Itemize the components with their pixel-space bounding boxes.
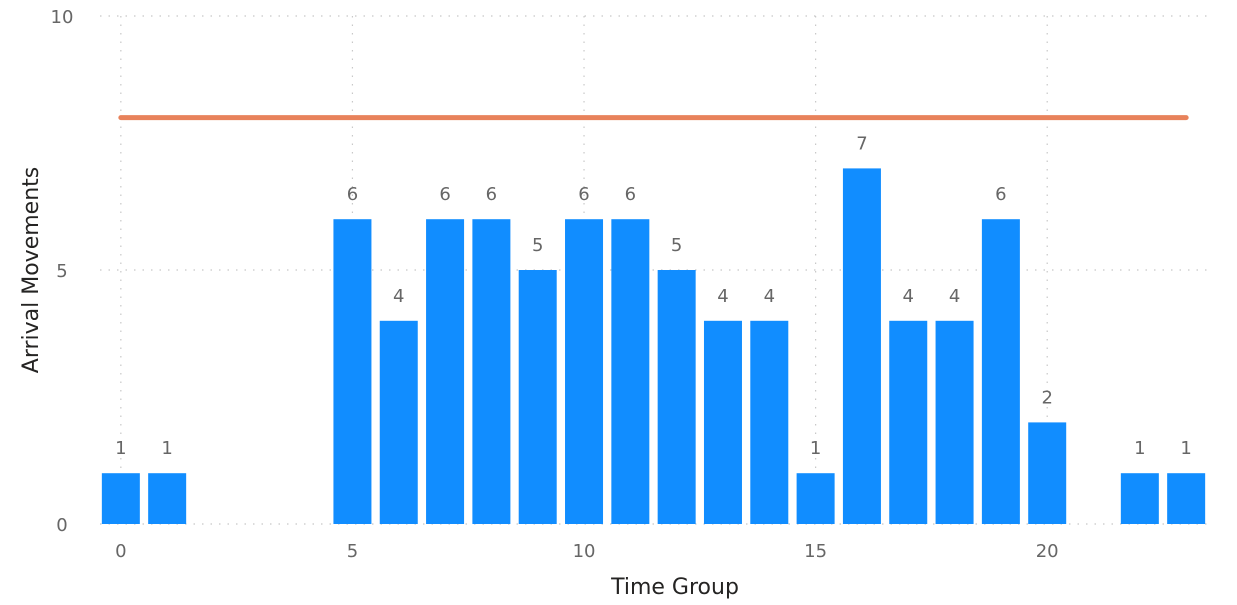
bar-data-label: 4 bbox=[764, 286, 775, 307]
bar-data-label: 4 bbox=[903, 286, 914, 307]
bar[interactable] bbox=[1028, 422, 1067, 524]
x-tick-label: 10 bbox=[573, 541, 596, 562]
x-tick-label: 15 bbox=[804, 541, 827, 562]
bar-data-label: 6 bbox=[347, 184, 358, 205]
bar-data-label: 1 bbox=[1180, 438, 1191, 459]
x-tick-label: 20 bbox=[1036, 541, 1059, 562]
bar-data-label: 4 bbox=[949, 286, 960, 307]
bar-data-label: 6 bbox=[486, 184, 497, 205]
bar-data-label: 1 bbox=[810, 438, 821, 459]
bar[interactable] bbox=[611, 219, 650, 524]
bar[interactable] bbox=[889, 320, 928, 524]
x-tick-label: 5 bbox=[347, 541, 358, 562]
bar[interactable] bbox=[796, 473, 835, 524]
bar-data-label: 6 bbox=[578, 184, 589, 205]
bar[interactable] bbox=[379, 320, 418, 524]
y-tick-label: 5 bbox=[56, 261, 67, 282]
bar-data-label: 1 bbox=[161, 438, 172, 459]
grid-lines bbox=[100, 15, 1207, 525]
bar-data-label: 6 bbox=[995, 184, 1006, 205]
bar[interactable] bbox=[518, 270, 557, 524]
bar-data-label: 6 bbox=[625, 184, 636, 205]
bar-data-label: 2 bbox=[1041, 387, 1052, 408]
x-axis-title: Time Group bbox=[610, 575, 739, 600]
bar[interactable] bbox=[750, 320, 789, 524]
bar-data-label: 1 bbox=[1134, 438, 1145, 459]
bar-data-label: 6 bbox=[439, 184, 450, 205]
bar[interactable] bbox=[1167, 473, 1206, 524]
bar[interactable] bbox=[981, 219, 1020, 524]
bar-data-label: 1 bbox=[115, 438, 126, 459]
bar[interactable] bbox=[842, 168, 881, 524]
bar-data-label: 4 bbox=[393, 286, 404, 307]
bar-data-label: 5 bbox=[671, 235, 682, 256]
y-axis-title: Arrival Movements bbox=[19, 167, 44, 373]
bar[interactable] bbox=[657, 270, 696, 524]
bars bbox=[101, 168, 1206, 524]
bar[interactable] bbox=[935, 320, 974, 524]
bar[interactable] bbox=[472, 219, 511, 524]
bar-data-label: 7 bbox=[856, 133, 867, 154]
data-labels: 1 1 6 4 6 6 5 6 6 5 4 4 1 7 4 4 6 2 1 1 bbox=[115, 133, 1192, 459]
bar[interactable] bbox=[703, 320, 742, 524]
bar-data-label: 4 bbox=[717, 286, 728, 307]
y-tick-label: 10 bbox=[51, 7, 74, 28]
bar[interactable] bbox=[101, 473, 140, 524]
bar[interactable] bbox=[1120, 473, 1159, 524]
bar[interactable] bbox=[565, 219, 604, 524]
bar-data-label: 5 bbox=[532, 235, 543, 256]
y-tick-label: 0 bbox=[56, 515, 67, 536]
x-tick-label: 0 bbox=[115, 541, 126, 562]
bar[interactable] bbox=[148, 473, 187, 524]
bar[interactable] bbox=[333, 219, 372, 524]
bar[interactable] bbox=[426, 219, 465, 524]
